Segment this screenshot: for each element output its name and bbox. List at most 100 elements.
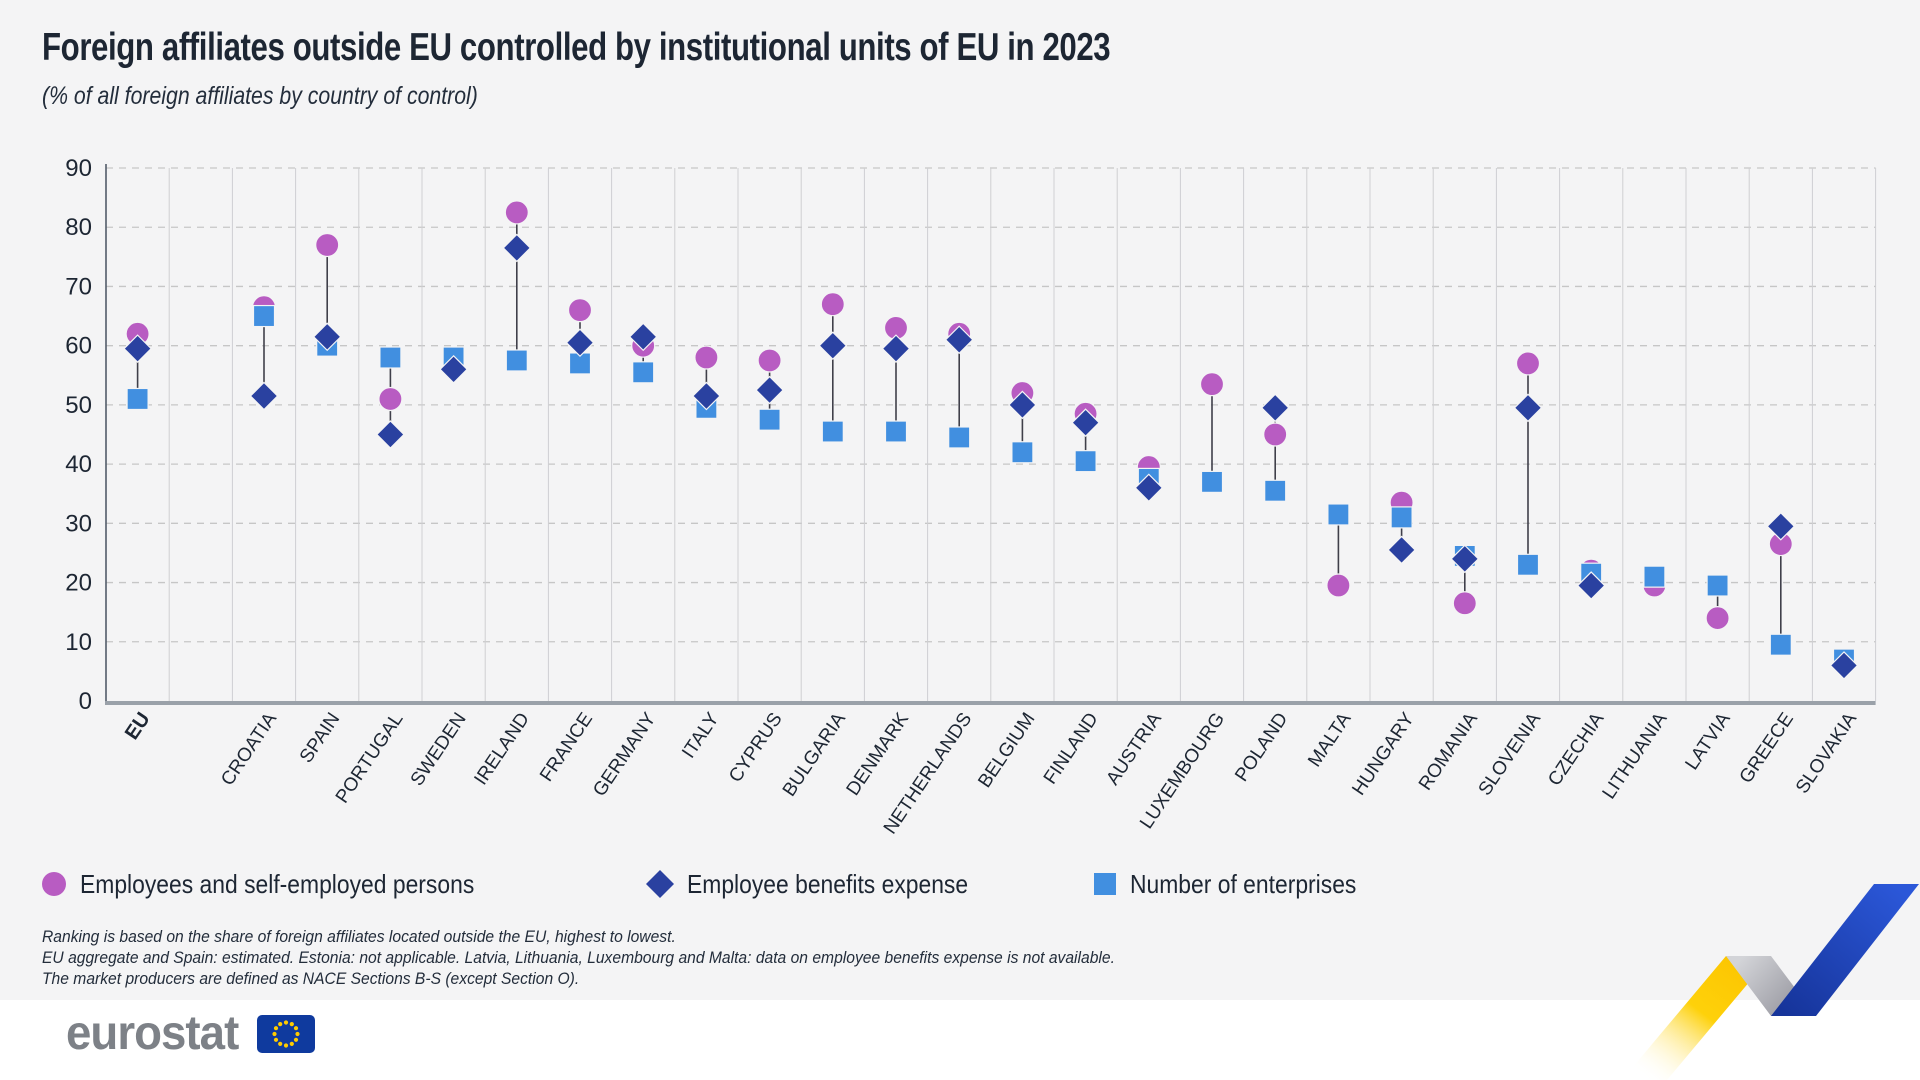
- marker-square: [1327, 503, 1350, 526]
- legend-label: Employees and self-employed persons: [80, 868, 475, 899]
- svg-text:ITALY: ITALY: [678, 709, 724, 762]
- svg-text:BULGARIA: BULGARIA: [779, 709, 850, 801]
- eu-flag-stars: [272, 1020, 300, 1048]
- marker-square: [1643, 565, 1666, 588]
- y-tick-label: 90: [65, 155, 92, 182]
- x-category-label: GERMANY: [589, 709, 660, 801]
- marker-square: [758, 408, 781, 431]
- svg-text:GREECE: GREECE: [1736, 709, 1798, 787]
- x-category-label: GREECE: [1736, 709, 1798, 787]
- svg-text:SWEDEN: SWEDEN: [407, 709, 471, 790]
- marker-diamond: [249, 381, 279, 411]
- svg-text:AUSTRIA: AUSTRIA: [1102, 709, 1166, 789]
- marker-square: [379, 346, 402, 369]
- marker-square: [1516, 553, 1540, 576]
- x-category-label: CROATIA: [217, 709, 281, 790]
- legend-item-employees: Employees and self-employed persons: [40, 866, 528, 902]
- legend-label: Employee benefits expense: [687, 868, 969, 899]
- x-category-label: CYPRUS: [725, 709, 787, 786]
- y-tick-label: 60: [65, 333, 92, 360]
- svg-text:CYPRUS: CYPRUS: [725, 709, 787, 786]
- x-category-label: SLOVENIA: [1475, 709, 1546, 800]
- marker-diamond: [376, 420, 405, 449]
- x-category-label: BELGIUM: [974, 709, 1039, 792]
- marker-diamond: [692, 381, 721, 411]
- marker-circle: [504, 200, 529, 225]
- marker-circle: [1326, 573, 1351, 598]
- marker-diamond: [1450, 544, 1480, 574]
- marker-square: [1264, 479, 1287, 502]
- svg-text:IRELAND: IRELAND: [470, 709, 533, 789]
- y-tick-label: 30: [65, 510, 92, 537]
- marker-square: [821, 420, 844, 443]
- marker-circle: [1515, 351, 1541, 376]
- marker-circle: [567, 298, 593, 323]
- eurostat-logo: eurostat: [66, 1008, 316, 1060]
- y-tick-label: 10: [65, 629, 92, 656]
- legend-item-enterprises: Number of enterprises: [1092, 866, 1387, 902]
- marker-diamond: [565, 328, 595, 358]
- chart-svg: 0 10 20 30 40 50 60 70 80 90 EU CROATIA SPAINPORTUGA…: [65, 155, 1877, 838]
- svg-text:LATVIA: LATVIA: [1682, 709, 1735, 774]
- x-category-label: MALTA: [1304, 709, 1355, 771]
- x-category-label: PORTUGAL: [332, 709, 408, 807]
- svg-text:LITHUANIA: LITHUANIA: [1599, 709, 1672, 803]
- marker-circle: [694, 345, 719, 370]
- page-title: Foreign affiliates outside EU controlled…: [42, 26, 1111, 69]
- marker-square: [505, 349, 528, 372]
- legend-label: Number of enterprises: [1130, 868, 1357, 899]
- x-category-label: SWEDEN: [407, 709, 471, 790]
- marker-diamond: [312, 322, 342, 352]
- svg-text:BELGIUM: BELGIUM: [974, 709, 1039, 792]
- x-category-label: SLOVAKIA: [1792, 709, 1861, 798]
- circle-legend-icon: [42, 872, 66, 896]
- svg-text:CZECHIA: CZECHIA: [1544, 709, 1608, 790]
- marker-diamond: [818, 331, 848, 361]
- marker-diamond: [439, 355, 468, 384]
- svg-text:POLAND: POLAND: [1231, 709, 1292, 786]
- svg-text:ROMANIA: ROMANIA: [1415, 709, 1482, 795]
- svg-text:SLOVENIA: SLOVENIA: [1475, 709, 1546, 800]
- square-legend-icon: [1094, 873, 1116, 895]
- x-category-label: HUNGARY: [1348, 709, 1419, 799]
- x-category-label: POLAND: [1231, 709, 1292, 786]
- x-category-label: EU: [121, 708, 155, 743]
- y-tick-label: 40: [65, 451, 92, 478]
- ribbon-blue-stripe: [1771, 884, 1919, 1016]
- marker-square: [1706, 574, 1729, 597]
- marker-diamond: [1513, 393, 1543, 423]
- marker-diamond: [1008, 390, 1037, 420]
- page-subtitle: (% of all foreign affiliates by country …: [42, 82, 478, 110]
- decorative-ribbon: [1622, 884, 1919, 1080]
- x-category-label: SPAIN: [296, 709, 345, 767]
- marker-square: [252, 304, 276, 328]
- marker-diamond: [502, 233, 532, 263]
- svg-text:HUNGARY: HUNGARY: [1348, 709, 1419, 799]
- footnotes: Ranking is based on the share of foreign…: [42, 926, 1208, 989]
- svg-text:SLOVAKIA: SLOVAKIA: [1792, 709, 1861, 798]
- svg-text:EU: EU: [121, 708, 155, 743]
- marker-circle: [820, 292, 845, 317]
- marker-diamond: [123, 334, 152, 363]
- footer-background: [0, 1000, 1920, 1080]
- marker-square: [632, 361, 655, 384]
- marker-diamond: [1766, 511, 1796, 541]
- x-category-label: LITHUANIA: [1599, 709, 1672, 803]
- marker-diamond: [1829, 651, 1859, 680]
- y-tick-label: 0: [79, 688, 92, 715]
- marker-diamond: [1071, 408, 1100, 438]
- marker-diamond: [1576, 571, 1606, 600]
- x-category-label: LATVIA: [1682, 709, 1735, 774]
- marker-square: [1200, 470, 1224, 493]
- chart-legend: Employees and self-employed persons Empl…: [0, 866, 1920, 906]
- eu-flag-icon: [257, 1015, 316, 1053]
- x-category-label: IRELAND: [470, 709, 533, 789]
- svg-text:PORTUGAL: PORTUGAL: [332, 709, 408, 807]
- marker-diamond: [1260, 393, 1290, 423]
- marker-circle: [1263, 422, 1288, 447]
- y-tick-label: 80: [65, 214, 92, 241]
- y-tick-label: 20: [65, 570, 92, 597]
- x-category-label: ROMANIA: [1415, 709, 1482, 795]
- x-category-label: DENMARK: [843, 709, 914, 800]
- x-category-label: FRANCE: [536, 709, 597, 786]
